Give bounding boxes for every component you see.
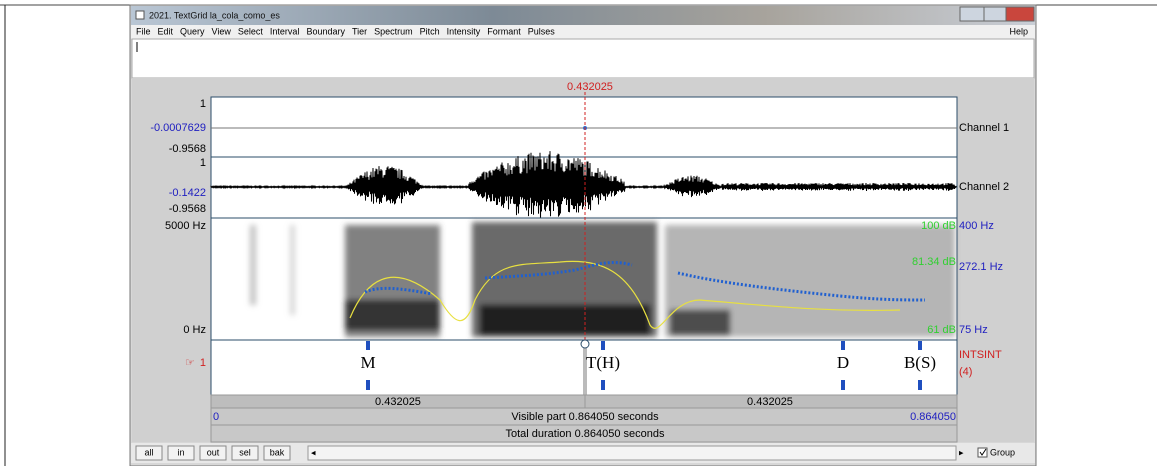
minimize[interactable] (960, 7, 984, 21)
visible-start: 0 (213, 411, 219, 423)
menu-item[interactable]: Pulses (528, 26, 556, 36)
channel-name: Channel 2 (959, 181, 1009, 193)
point-mark (841, 380, 845, 390)
cursor-handle (581, 340, 589, 348)
button-label[interactable]: bak (270, 447, 285, 457)
menu-item[interactable]: Intensity (447, 26, 481, 36)
tier-number: 1 (200, 357, 206, 369)
scrollbar[interactable] (308, 446, 956, 460)
scroll-right[interactable]: ▸ (959, 447, 964, 457)
window-title: 2021. TextGrid la_cola_como_es (149, 10, 280, 20)
tier-count: (4) (959, 366, 972, 378)
spectrogram (250, 222, 955, 337)
maximize[interactable] (984, 7, 1006, 21)
group-label: Group (990, 447, 1015, 457)
button-label[interactable]: out (207, 447, 220, 457)
channel-min: -0.9568 (169, 143, 206, 155)
pitch-top: 400 Hz (959, 220, 994, 232)
point-mark (841, 341, 845, 350)
tier-name: INTSINT (959, 349, 1002, 361)
frequency-top: 5000 Hz (165, 220, 206, 232)
point-label[interactable]: B(S) (904, 353, 936, 372)
text-field[interactable] (132, 39, 1034, 78)
menu-item[interactable]: Boundary (306, 26, 345, 36)
cursor-time: 0.432025 (567, 81, 613, 93)
menu-bar (131, 25, 1035, 39)
intensity-value: 81.34 dB (912, 256, 956, 268)
channel-value: -0.0007629 (150, 122, 206, 134)
menu-item[interactable]: Formant (487, 26, 521, 36)
part-duration: 0.432025 (747, 396, 793, 408)
point-label[interactable]: M (360, 353, 375, 372)
menu-item[interactable]: Edit (158, 26, 174, 36)
menu-item[interactable]: Interval (270, 26, 300, 36)
channel-max: 1 (200, 98, 206, 110)
hand-icon: ☞ (185, 357, 195, 369)
visible-part: Visible part 0.864050 seconds (511, 411, 659, 423)
visible-end: 0.864050 (910, 411, 956, 423)
menu-item[interactable]: File (136, 26, 151, 36)
menu-item[interactable]: View (212, 26, 232, 36)
point-mark (366, 380, 370, 390)
screenshot: 2021. TextGrid la_cola_como_es File Edit Q… (0, 0, 1157, 466)
frequency-bottom: 0 Hz (183, 324, 206, 336)
point-mark (918, 341, 922, 350)
menu-item[interactable]: Query (180, 26, 205, 36)
intensity-bottom: 61 dB (927, 324, 956, 336)
pitch-bottom: 75 Hz (959, 324, 988, 336)
pitch-value: 272.1 Hz (959, 261, 1003, 273)
channel-name: Channel 1 (959, 122, 1009, 134)
total-duration: Total duration 0.864050 seconds (505, 428, 665, 440)
button-label[interactable]: in (177, 447, 184, 457)
intensity-top: 100 dB (921, 220, 956, 232)
channel-max: 1 (200, 157, 206, 169)
button-label[interactable]: all (144, 447, 153, 457)
menu-item[interactable]: Spectrum (374, 26, 413, 36)
scroll-left[interactable]: ◂ (311, 447, 316, 457)
point-mark (366, 341, 370, 350)
close[interactable] (1006, 7, 1034, 21)
point-mark (601, 341, 605, 350)
menu-item[interactable]: Tier (352, 26, 367, 36)
channel-min: -0.9568 (169, 203, 206, 215)
point-label[interactable]: T(H) (586, 353, 620, 372)
menu-item[interactable]: Help (1009, 26, 1028, 36)
menu-item[interactable]: Select (238, 26, 264, 36)
point-label[interactable]: D (837, 353, 849, 372)
point-mark (918, 380, 922, 390)
button-label[interactable]: sel (239, 447, 251, 457)
app-icon (136, 11, 144, 19)
channel-value: -0.1422 (169, 187, 206, 199)
menu-item[interactable]: Pitch (420, 26, 440, 36)
part-row[interactable] (211, 395, 957, 408)
point-mark (601, 380, 605, 390)
part-duration: 0.432025 (375, 396, 421, 408)
